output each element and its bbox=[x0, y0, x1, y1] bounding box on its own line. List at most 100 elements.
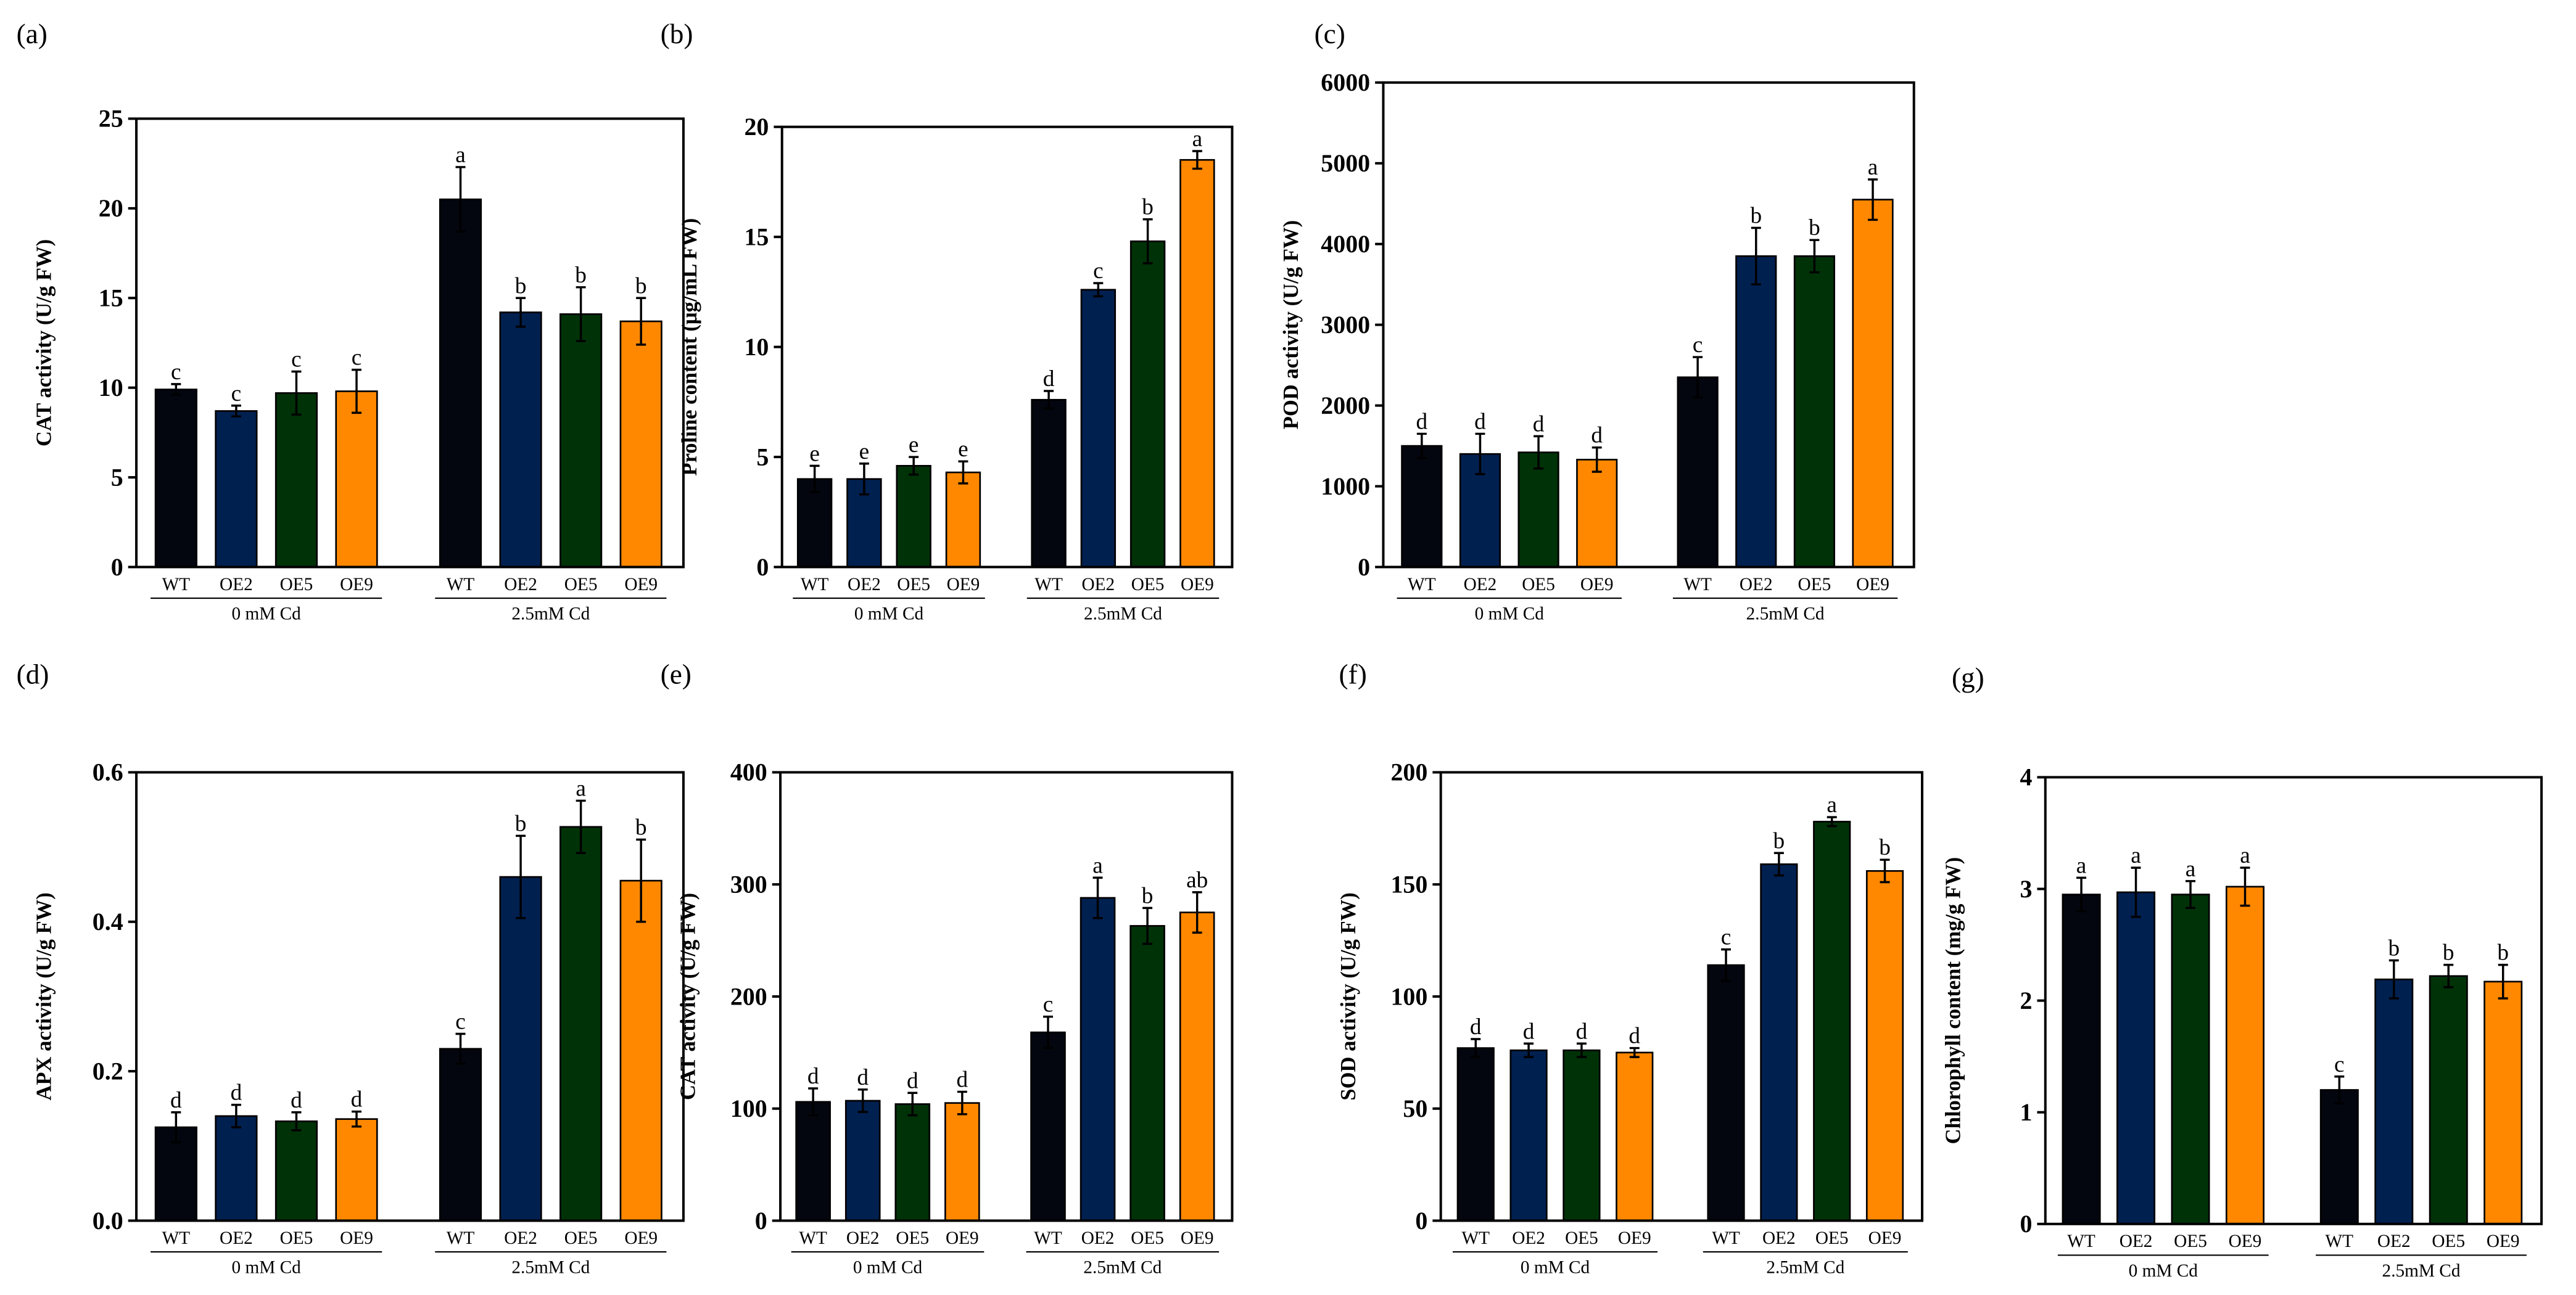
significance-letter: a bbox=[1092, 853, 1103, 878]
x-tick-label: OE2 bbox=[1512, 1228, 1545, 1248]
significance-letter: d bbox=[231, 1080, 242, 1106]
x-tick-label: OE5 bbox=[280, 1228, 313, 1248]
bar-oe9-2.5mm bbox=[1179, 158, 1215, 568]
bar-oe5-2.5mm bbox=[1129, 240, 1166, 568]
significance-letter: e bbox=[909, 432, 919, 458]
panel-label: (e) bbox=[661, 659, 691, 690]
significance-letter: a bbox=[1827, 792, 1837, 818]
bar-oe2-0mm bbox=[2116, 891, 2156, 1225]
bar-oe9-0mm bbox=[335, 390, 378, 568]
significance-letter: b bbox=[635, 815, 647, 840]
bar-oe5-0mm bbox=[275, 392, 318, 568]
significance-letter: d bbox=[1416, 409, 1428, 434]
bar-wt-2.5mm bbox=[439, 198, 482, 568]
x-tick-label: OE5 bbox=[1522, 575, 1555, 594]
significance-letter: b bbox=[635, 273, 647, 298]
significance-letter: b bbox=[515, 811, 527, 836]
x-tick-label: OE2 bbox=[848, 575, 881, 594]
x-tick-label: OE9 bbox=[340, 575, 373, 594]
significance-letter: c bbox=[352, 345, 362, 371]
bar-oe2-0mm bbox=[1459, 453, 1501, 568]
x-tick-label: OE2 bbox=[1081, 1228, 1115, 1248]
x-tick-label: OE9 bbox=[1868, 1228, 1902, 1248]
significance-letter: d bbox=[807, 1064, 819, 1089]
x-tick-label: OE2 bbox=[1762, 1228, 1796, 1248]
bar-oe9-0mm bbox=[2226, 886, 2264, 1225]
significance-letter: a bbox=[455, 142, 466, 168]
x-tick-label: OE5 bbox=[1798, 575, 1831, 594]
panel-g: (g) Chlorophyll content (mg/g FW) 0 1 2 3 4 a WT… bbox=[1941, 662, 2543, 1281]
y-tick-label: 300 bbox=[730, 870, 767, 898]
bar-oe5-2.5mm bbox=[2429, 975, 2468, 1225]
panel-label: (g) bbox=[1952, 662, 1984, 693]
group-label: 2.5mM Cd bbox=[1766, 1258, 1844, 1278]
x-tick-label: OE5 bbox=[564, 1228, 598, 1248]
group-label: 2.5mM Cd bbox=[1083, 1258, 1162, 1278]
x-tick-label: WT bbox=[2326, 1231, 2354, 1251]
panel-label: (a) bbox=[17, 18, 47, 49]
x-tick-label: WT bbox=[1408, 575, 1436, 594]
bar-oe9-0mm bbox=[944, 1102, 980, 1222]
x-tick-label: OE5 bbox=[280, 575, 313, 594]
y-axis-label: Chlorophyll content (mg/g FW) bbox=[1941, 857, 1965, 1145]
significance-letter: b bbox=[1142, 195, 1154, 220]
x-tick-label: OE9 bbox=[946, 1228, 979, 1248]
significance-letter: b bbox=[1809, 215, 1820, 240]
x-tick-label: WT bbox=[1034, 575, 1063, 594]
x-tick-label: WT bbox=[1034, 1228, 1062, 1248]
significance-letter: d bbox=[1629, 1024, 1640, 1049]
x-tick-label: OE5 bbox=[1131, 575, 1165, 594]
bar-oe2-2.5mm bbox=[1760, 863, 1798, 1222]
significance-letter: d bbox=[857, 1065, 869, 1090]
group-label: 0 mM Cd bbox=[853, 1258, 923, 1278]
y-tick-label: 6000 bbox=[1321, 68, 1370, 96]
significance-letter: d bbox=[1533, 411, 1545, 437]
significance-letter: b bbox=[1773, 828, 1785, 853]
x-tick-label: OE5 bbox=[896, 1228, 929, 1248]
x-tick-label: OE2 bbox=[1740, 575, 1773, 594]
x-tick-label: OE2 bbox=[1082, 575, 1115, 594]
plot-frame bbox=[1439, 771, 1924, 1222]
x-tick-label: OE9 bbox=[1181, 575, 1214, 594]
significance-letter: a bbox=[2186, 857, 2196, 882]
y-tick-label: 150 bbox=[1390, 870, 1427, 898]
significance-letter: a bbox=[1868, 155, 1878, 180]
significance-letter: b bbox=[1750, 204, 1762, 229]
x-tick-label: OE2 bbox=[2377, 1231, 2411, 1251]
y-tick-label: 1000 bbox=[1321, 472, 1370, 500]
bar-oe2-0mm bbox=[215, 410, 258, 568]
bar-oe2-0mm bbox=[844, 1100, 881, 1222]
bar-oe9-2.5mm bbox=[1852, 199, 1894, 568]
y-tick-label: 5 bbox=[111, 463, 123, 491]
bar-oe9-2.5mm bbox=[619, 320, 663, 568]
bar-oe5-0mm bbox=[896, 465, 931, 568]
bar-oe2-2.5mm bbox=[1735, 255, 1777, 568]
significance-letter: d bbox=[1576, 1019, 1588, 1044]
plot-frame bbox=[779, 771, 1234, 1222]
bar-wt-2.5mm bbox=[1030, 1031, 1066, 1222]
significance-letter: b bbox=[575, 263, 587, 288]
significance-letter: d bbox=[1474, 409, 1486, 434]
bar-wt-2.5mm bbox=[1707, 964, 1745, 1222]
group-label: 0 mM Cd bbox=[2129, 1261, 2198, 1281]
bar-wt-0mm bbox=[154, 388, 197, 568]
bar-oe5-0mm bbox=[894, 1103, 931, 1222]
x-tick-label: OE2 bbox=[504, 1228, 537, 1248]
y-tick-label: 0 bbox=[756, 553, 769, 581]
panel-label: (d) bbox=[17, 659, 49, 690]
x-tick-label: OE9 bbox=[1181, 1228, 1214, 1248]
group-label: 0 mM Cd bbox=[1521, 1258, 1590, 1278]
y-tick-label: 200 bbox=[1390, 758, 1427, 786]
group-label: 2.5mM Cd bbox=[1084, 604, 1162, 624]
plot-frame bbox=[780, 125, 1234, 569]
y-tick-label: 3 bbox=[2020, 875, 2032, 903]
group-label: 2.5mM Cd bbox=[511, 604, 590, 624]
significance-letter: b bbox=[2497, 940, 2509, 966]
significance-letter: e bbox=[958, 437, 968, 462]
y-axis-label: APX activity (U/g FW) bbox=[33, 892, 56, 1100]
bar-wt-2.5mm bbox=[439, 1048, 482, 1222]
significance-letter: b bbox=[1879, 835, 1891, 860]
plot-frame bbox=[1382, 81, 1915, 569]
x-tick-label: OE9 bbox=[624, 575, 658, 594]
significance-letter: b bbox=[515, 273, 527, 298]
